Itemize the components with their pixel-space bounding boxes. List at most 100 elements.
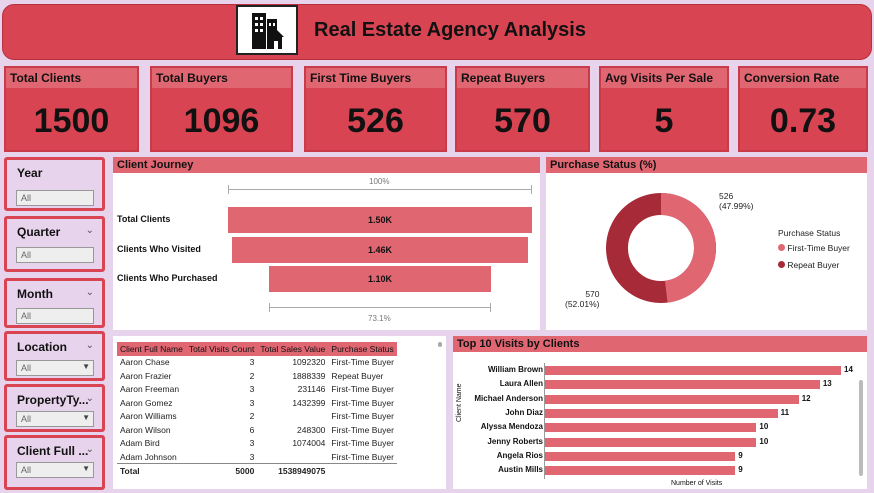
funnel-stage-label: Clients Who Purchased bbox=[117, 273, 218, 283]
cell-name: Aaron Gomez bbox=[120, 397, 173, 408]
column-header[interactable]: Total Sales Value bbox=[257, 342, 329, 356]
location-dropdown[interactable]: All ▼ bbox=[16, 360, 94, 376]
column-header[interactable]: Client Full Name bbox=[117, 342, 186, 356]
kpi-value: 570 bbox=[494, 102, 551, 140]
chevron-down-icon[interactable]: ⌄ bbox=[85, 444, 94, 455]
chevron-down-icon[interactable]: ⌄ bbox=[85, 225, 94, 236]
kpi-label: Conversion Rate bbox=[740, 68, 866, 88]
bar[interactable] bbox=[545, 394, 799, 404]
cell-visits: 3 bbox=[249, 397, 255, 408]
funnel-top-line bbox=[228, 189, 532, 190]
kpi-repeat-buyers: Repeat Buyers 570 bbox=[455, 66, 590, 152]
table-row[interactable]: Aaron Wilson 6 248300 First-Time Buyer bbox=[117, 423, 397, 437]
total-sales: 1538949075 bbox=[278, 465, 326, 476]
bar[interactable] bbox=[545, 466, 736, 476]
cell-name: Adam Bird bbox=[120, 438, 160, 449]
slicer-client-full-name[interactable]: Client Full ... ⌄ All ▼ bbox=[4, 435, 105, 490]
cell-sales: 1092320 bbox=[292, 357, 326, 368]
legend-label: Repeat Buyer bbox=[787, 260, 840, 270]
quarter-dropdown[interactable]: All bbox=[16, 247, 94, 263]
funnel-tick bbox=[531, 185, 532, 194]
legend-dot bbox=[778, 244, 785, 251]
year-dropdown[interactable]: All bbox=[16, 190, 94, 206]
dropdown-arrow-icon[interactable]: ▼ bbox=[82, 413, 90, 422]
bar[interactable] bbox=[545, 423, 757, 433]
slicer-label: Year bbox=[17, 166, 43, 180]
kpi-first-time-buyers: First Time Buyers 526 bbox=[304, 66, 447, 152]
column-header[interactable]: Purchase Status bbox=[328, 342, 397, 356]
bar[interactable] bbox=[545, 380, 820, 390]
kpi-value: 0.73 bbox=[769, 102, 837, 140]
bar[interactable] bbox=[545, 437, 757, 447]
cell-status: Repeat Buyer bbox=[331, 370, 384, 381]
client-journey-panel: Client Journey 100% Total Clients 1.50K … bbox=[113, 157, 540, 330]
chevron-down-icon[interactable]: ⌄ bbox=[85, 287, 94, 298]
slicer-label: Location bbox=[17, 340, 67, 354]
bar-category-label: Jenny Roberts bbox=[487, 436, 543, 446]
funnel-top-pct: 100% bbox=[369, 177, 390, 186]
chevron-down-icon[interactable]: ⌄ bbox=[85, 393, 94, 404]
cell-visits: 6 bbox=[249, 424, 255, 435]
table-header-row: Client Full Name Total Visits Count Tota… bbox=[117, 342, 397, 356]
slicer-property-type[interactable]: PropertyTy... ⌄ All ▼ bbox=[4, 384, 105, 432]
bar-category-label: Michael Anderson bbox=[474, 393, 543, 403]
table-row[interactable]: Adam Bird 3 1074004 First-Time Buyer bbox=[117, 437, 397, 451]
slicer-month[interactable]: Month ⌄ All bbox=[4, 278, 105, 328]
slicer-location[interactable]: Location ⌄ All ▼ bbox=[4, 331, 105, 381]
funnel-bar[interactable]: 1.46K bbox=[232, 237, 528, 263]
total-label: Total bbox=[120, 465, 140, 476]
table-row[interactable]: Aaron Frazier 2 1888339 Repeat Buyer bbox=[117, 369, 397, 383]
month-dropdown[interactable]: All bbox=[16, 308, 94, 324]
purchase-status-donut[interactable] bbox=[601, 188, 721, 308]
chevron-down-icon[interactable]: ⌄ bbox=[85, 340, 94, 351]
kpi-label: Total Clients bbox=[6, 68, 137, 88]
dropdown-arrow-icon[interactable]: ▼ bbox=[82, 464, 90, 473]
cell-visits: 3 bbox=[249, 438, 255, 449]
kpi-value: 526 bbox=[347, 102, 404, 140]
bar-value-label: 14 bbox=[844, 365, 853, 374]
legend-dot bbox=[778, 261, 785, 268]
table-row[interactable]: Aaron Williams 2 First-Time Buyer bbox=[117, 410, 397, 424]
bar-value-label: 13 bbox=[822, 379, 832, 389]
bar[interactable] bbox=[545, 366, 841, 375]
funnel-bar[interactable]: 1.50K bbox=[228, 207, 532, 233]
table-row[interactable]: Aaron Chase 3 1092320 First-Time Buyer bbox=[117, 356, 397, 370]
table-row[interactable]: Adam Johnson 3 First-Time Buyer bbox=[117, 450, 397, 464]
cell-visits: 3 bbox=[249, 357, 255, 368]
dropdown-arrow-icon[interactable]: ▼ bbox=[82, 362, 90, 371]
repeat-pct: (52.01%) bbox=[565, 299, 600, 309]
slicer-year[interactable]: Year All bbox=[4, 157, 105, 211]
funnel-bar[interactable]: 1.10K bbox=[269, 266, 491, 292]
cell-status: First-Time Buyer bbox=[331, 424, 394, 435]
legend-item-repeat[interactable]: Repeat Buyer bbox=[778, 260, 839, 270]
table-scrollbar[interactable] bbox=[438, 342, 442, 347]
cell-visits: 3 bbox=[249, 384, 255, 395]
property-type-dropdown[interactable]: All ▼ bbox=[16, 411, 94, 427]
kpi-label: First Time Buyers bbox=[306, 68, 445, 88]
cell-sales bbox=[257, 410, 328, 424]
bar-value-label: 10 bbox=[759, 422, 769, 432]
bar-value-label: 9 bbox=[738, 465, 743, 475]
clients-table: Client Full Name Total Visits Count Tota… bbox=[117, 342, 397, 477]
funnel-tick bbox=[490, 303, 491, 312]
total-visits: 5000 bbox=[235, 465, 255, 476]
legend-item-first-time[interactable]: First-Time Buyer bbox=[778, 243, 850, 253]
top-visits-bars: William Brown 14 Laura Allen 13 Michael Ande… bbox=[453, 336, 867, 489]
slicer-quarter[interactable]: Quarter ⌄ All bbox=[4, 216, 105, 272]
cell-sales: 1888339 bbox=[292, 370, 326, 381]
kpi-label: Total Buyers bbox=[152, 68, 291, 88]
table-row[interactable]: Aaron Freeman 3 231146 First-Time Buyer bbox=[117, 383, 397, 397]
bar-category-label: John Diaz bbox=[505, 407, 543, 417]
bar-value-label: 11 bbox=[780, 407, 790, 417]
slicer-label: Client Full ... bbox=[17, 444, 89, 458]
cell-name: Aaron Frazier bbox=[120, 370, 172, 381]
cell-visits: 3 bbox=[249, 451, 255, 462]
table-row[interactable]: Aaron Gomez 3 1432399 First-Time Buyer bbox=[117, 396, 397, 410]
column-header[interactable]: Total Visits Count bbox=[185, 342, 258, 356]
bar[interactable] bbox=[545, 451, 736, 461]
client-name-dropdown[interactable]: All ▼ bbox=[16, 462, 94, 478]
bar-category-label: Angela Rios bbox=[496, 450, 543, 460]
chart-scrollbar[interactable] bbox=[859, 380, 863, 476]
donut-slice-first-time[interactable] bbox=[606, 193, 716, 303]
bar[interactable] bbox=[545, 408, 778, 418]
